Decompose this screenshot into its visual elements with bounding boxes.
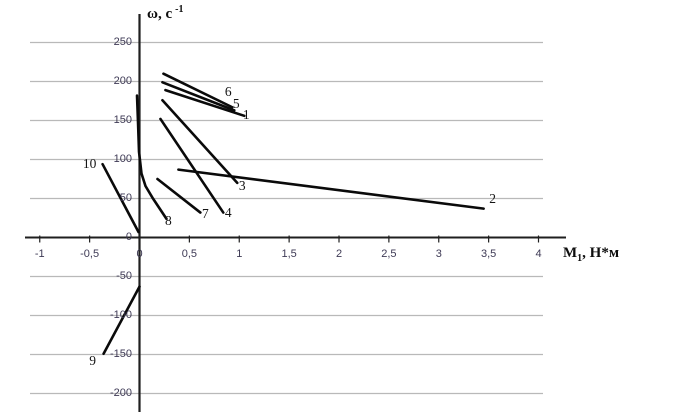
x-axis-title-subscript: 1 (577, 253, 583, 264)
y-tick-label: -150 (109, 347, 132, 360)
series-label-4: 4 (224, 205, 232, 221)
y-tick-label: 200 (113, 74, 132, 87)
series-label-7: 7 (201, 206, 209, 222)
y-tick-label: 250 (113, 35, 132, 48)
series-line-10 (101, 162, 140, 234)
x-tick-label: 0 (136, 248, 143, 260)
x-tick-label: -1 (34, 248, 45, 260)
x-axis-title-symbol: М (563, 245, 578, 261)
y-tick-label: -200 (109, 386, 132, 399)
series-label-10: 10 (82, 156, 97, 172)
x-axis-title-units: , Н*м (582, 245, 620, 261)
series-label-3: 3 (238, 178, 246, 194)
y-tick-label: 0 (125, 230, 132, 243)
y-axis-title: ω, с -1 (147, 4, 183, 23)
y-tick-label: -50 (116, 269, 132, 282)
series-line-6 (162, 72, 234, 109)
x-tick-label: 2,5 (381, 248, 397, 260)
x-tick-label: 3,5 (480, 248, 497, 260)
x-tick-label: 0,5 (181, 248, 198, 260)
x-axis-title: М1, Н*м (563, 245, 619, 264)
series-line-9 (102, 285, 141, 356)
series-label-9: 9 (89, 352, 96, 368)
x-tick-label: 1,5 (281, 248, 297, 260)
series-label-2: 2 (489, 191, 496, 207)
y-axis-title-exponent: -1 (175, 4, 184, 15)
y-axis-title-text: ω, с (147, 6, 173, 22)
series-label-1: 1 (242, 107, 250, 123)
y-tick-label: 50 (119, 191, 132, 204)
y-tick-label: -100 (109, 308, 132, 321)
series-label-8: 8 (165, 213, 172, 229)
series-line-3 (161, 98, 239, 185)
series-label-5: 5 (232, 96, 240, 112)
series-line-5 (161, 80, 236, 112)
x-tick-label: 4 (535, 248, 542, 260)
y-tick-label: 100 (113, 152, 132, 165)
series-line-8 (135, 94, 168, 221)
series-line-2 (177, 168, 485, 210)
y-tick-label: 150 (113, 113, 132, 126)
x-tick-label: 1 (236, 248, 243, 260)
series-line-7 (156, 177, 202, 214)
series-label-6: 6 (224, 84, 232, 100)
series-line-4 (159, 117, 225, 214)
series-line-1 (164, 88, 246, 118)
x-tick-label: 2 (335, 248, 343, 260)
x-tick-label: -0,5 (80, 248, 100, 260)
x-tick-label: 3 (435, 248, 442, 260)
